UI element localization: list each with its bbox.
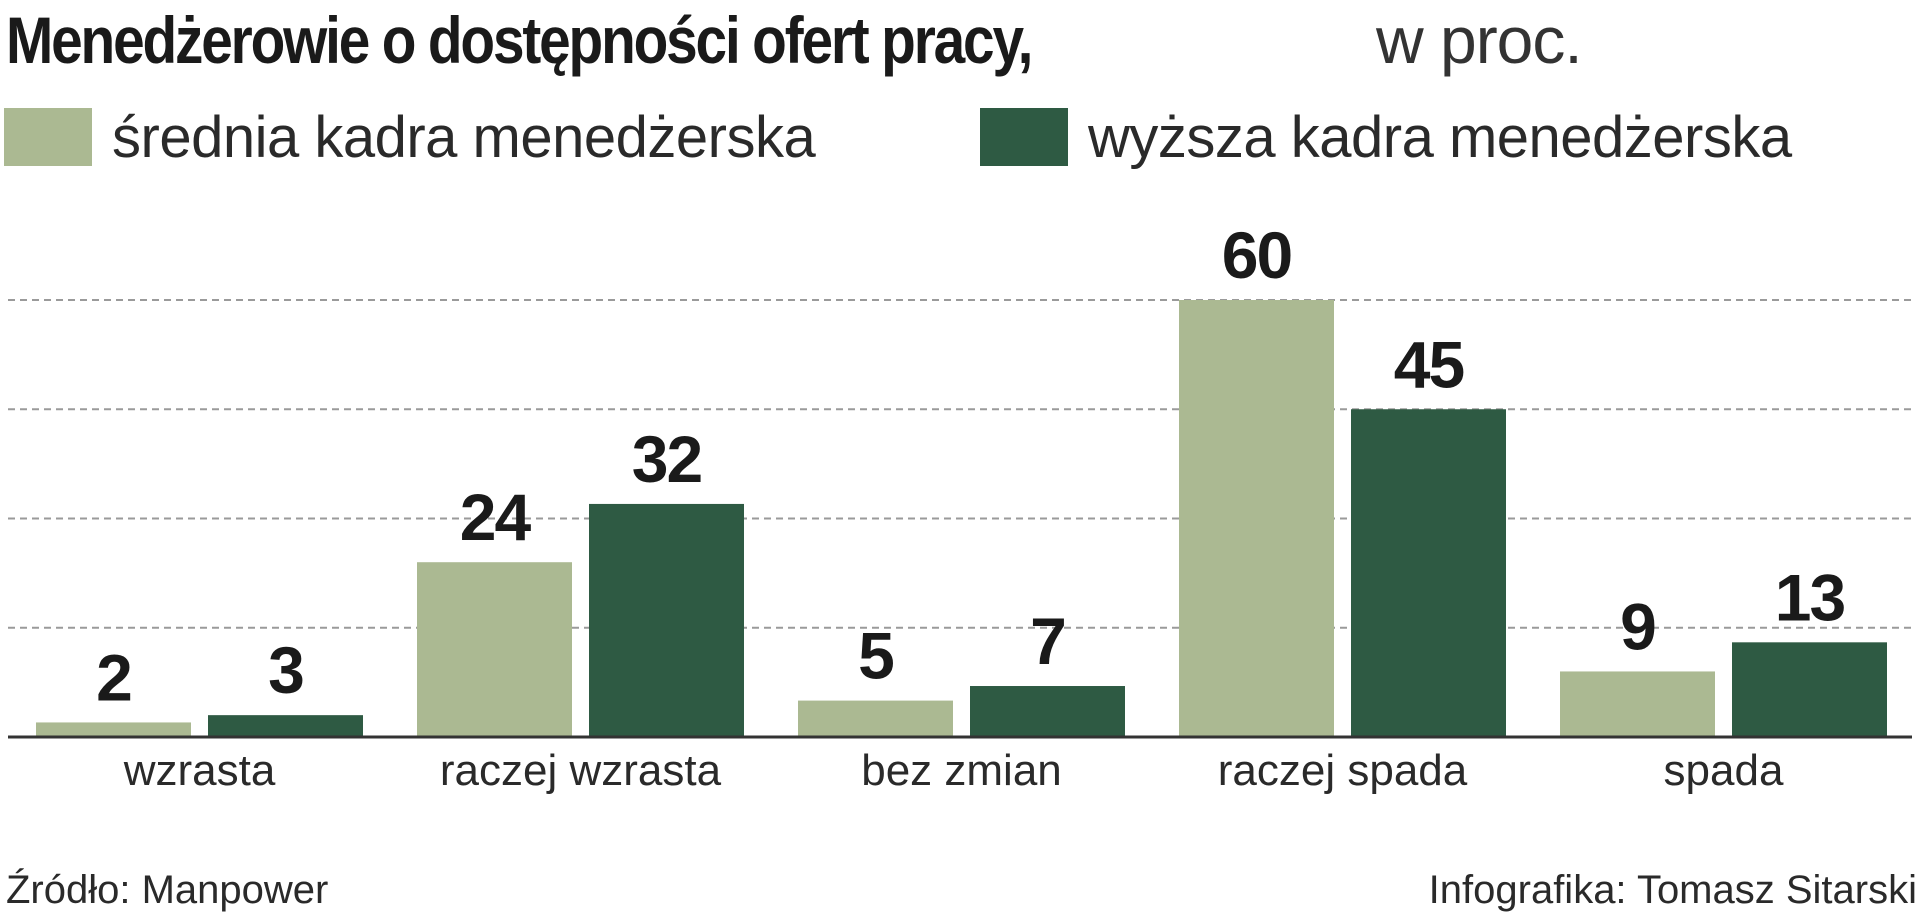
data-label-series1-0: 2 <box>96 640 131 714</box>
bar-series1-0 <box>36 722 191 737</box>
legend-swatch-series1 <box>4 108 92 166</box>
data-label-series1-2: 5 <box>858 619 893 693</box>
legend-swatch-series2 <box>980 108 1068 166</box>
data-label-series1-3: 60 <box>1222 218 1291 292</box>
bar-series1-2 <box>798 700 953 737</box>
bar-series2-1 <box>589 503 744 737</box>
credit-note: Infografika: Tomasz Sitarski <box>1428 868 1917 912</box>
legend-label-series1: średnia kadra menedżerska <box>112 104 816 170</box>
chart-title: Menedżerowie o dostępności ofert pracy, … <box>6 0 1583 80</box>
chart-title-main: Menedżerowie o dostępności ofert pracy, <box>6 3 1033 77</box>
bar-series2-3 <box>1351 409 1506 737</box>
bar-chart: 2 3 wzrasta 24 32 raczej wzrasta 5 7 bez zmian 60… <box>8 218 1912 795</box>
data-label-series1-1: 24 <box>460 480 532 554</box>
data-label-series2-2: 7 <box>1030 604 1065 678</box>
data-label-series1-4: 9 <box>1620 589 1655 663</box>
source-note: Źródło: Manpower <box>6 868 329 912</box>
data-label-series2-1: 32 <box>632 422 702 496</box>
data-label-series2-0: 3 <box>268 633 303 707</box>
bar-series2-0 <box>208 715 363 737</box>
legend-item-series2: wyższa kadra menedżerska <box>980 104 1792 170</box>
bar-series2-2 <box>970 686 1125 737</box>
category-label-2: bez zmian <box>861 746 1062 795</box>
data-label-series2-3: 45 <box>1394 327 1464 401</box>
bar-series1-1 <box>417 562 572 737</box>
bar-series2-4 <box>1732 642 1887 737</box>
category-label-0: wzrasta <box>123 746 276 795</box>
bar-series1-4 <box>1560 671 1715 737</box>
bar-series1-3 <box>1179 300 1334 737</box>
category-label-4: spada <box>1664 746 1784 795</box>
chart-legend: średnia kadra menedżerska wyższa kadra m… <box>0 104 1920 170</box>
legend-label-series2: wyższa kadra menedżerska <box>1088 104 1792 170</box>
category-label-3: raczej spada <box>1218 746 1468 795</box>
chart-title-unit: w proc. <box>1376 3 1583 77</box>
category-label-1: raczej wzrasta <box>440 746 722 795</box>
legend-item-series1: średnia kadra menedżerska <box>4 104 816 170</box>
data-label-series2-4: 13 <box>1775 560 1845 634</box>
